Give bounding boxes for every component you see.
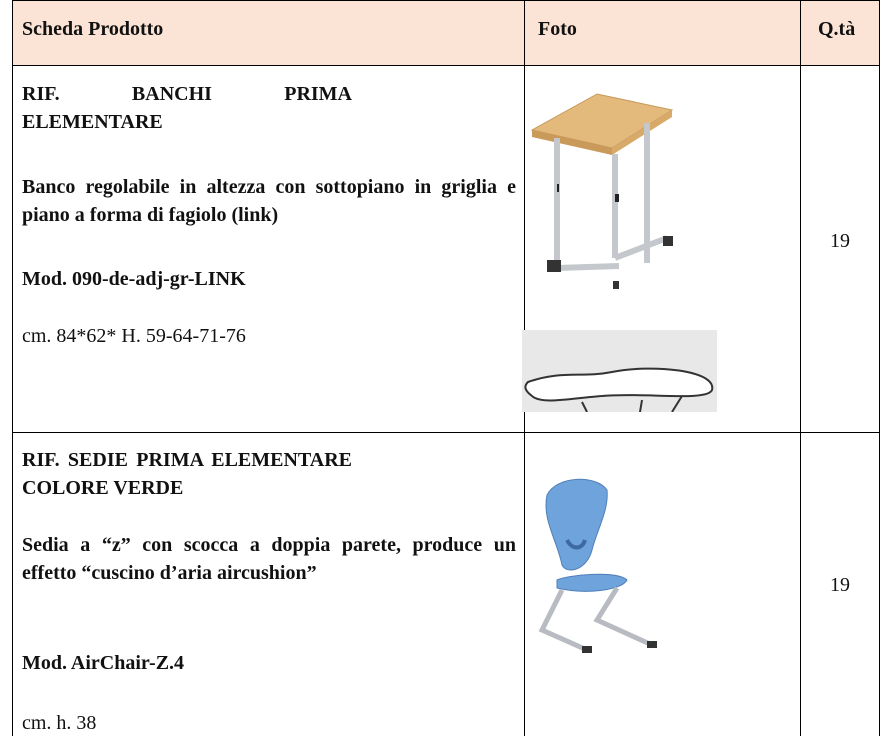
product-description: Banco regolabile in altezza con sottopia… <box>22 176 516 226</box>
border <box>879 0 880 736</box>
border <box>12 0 13 736</box>
product-model: Mod. AirChair-Z.4 <box>22 652 185 674</box>
header-cell: Foto <box>538 18 577 40</box>
header-cell: Q.tà <box>818 18 856 40</box>
product-title: RIF. SEDIE PRIMA ELEMENTARE COLORE VERDE <box>22 449 352 499</box>
header-bg <box>12 0 880 65</box>
border <box>12 65 880 66</box>
chair-photo <box>538 478 657 653</box>
border <box>800 0 801 736</box>
quantity: 19 <box>830 230 850 252</box>
desk-photo <box>530 93 674 289</box>
product-title: RIF. BANCHI PRIMA ELEMENTARE <box>22 83 352 133</box>
border <box>12 0 880 1</box>
product-dimensions: cm. 84*62* H. 59-64-71-76 <box>22 325 246 347</box>
desk-top-sketch <box>522 330 717 412</box>
product-dimensions: cm. h. 38 <box>22 712 97 734</box>
border <box>12 432 880 433</box>
product-description: Sedia a “z” con scocca a doppia parete, … <box>22 534 516 584</box>
product-model: Mod. 090-de-adj-gr-LINK <box>22 268 246 290</box>
quantity: 19 <box>830 574 850 596</box>
header-cell: Scheda Prodotto <box>22 18 164 40</box>
